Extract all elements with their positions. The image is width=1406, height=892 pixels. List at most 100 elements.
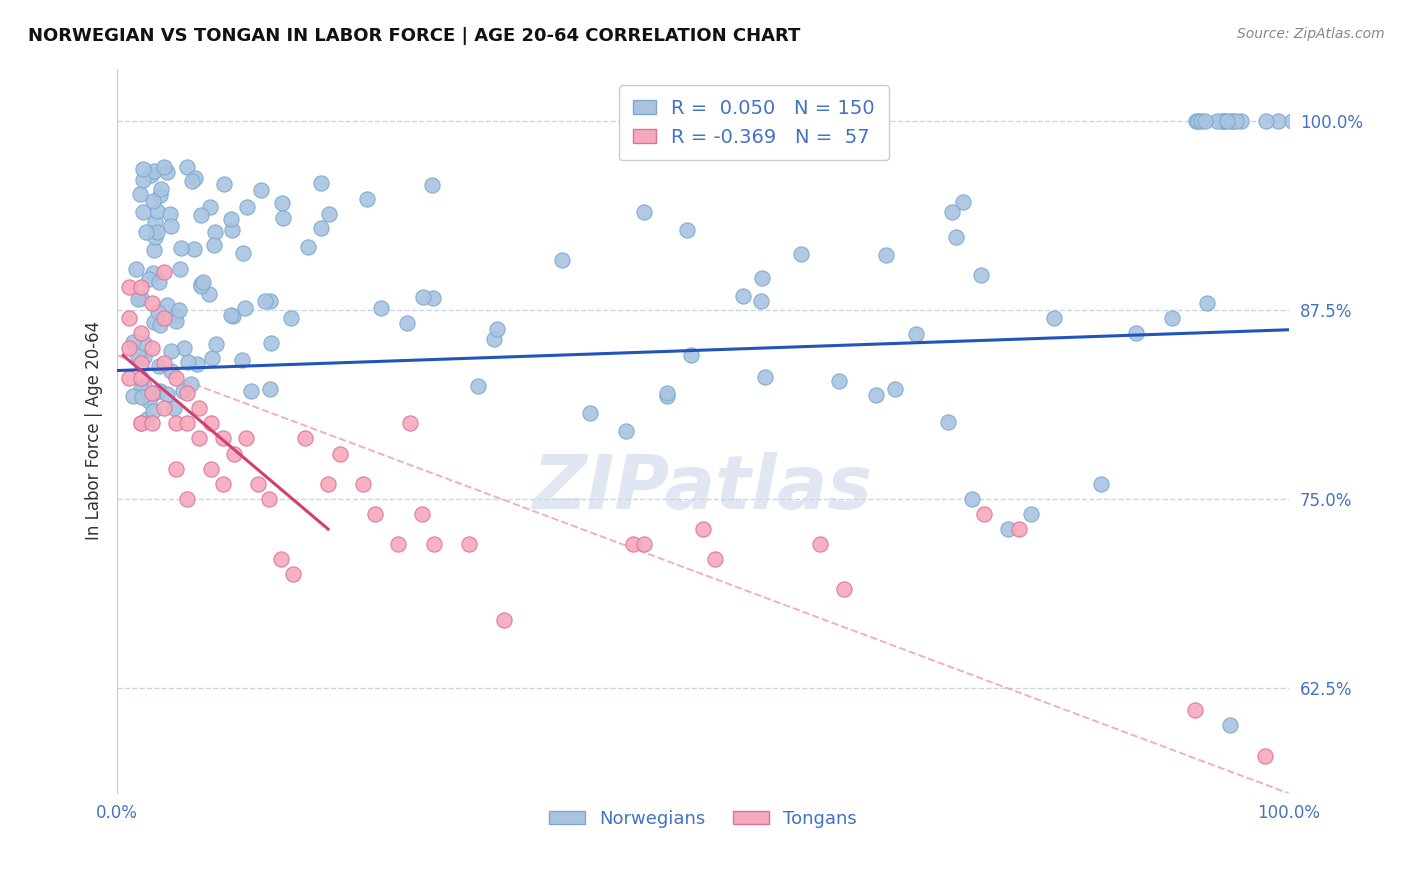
Point [246, 476, 269, 491]
Point [176, 417, 198, 431]
Point [1225, 114, 1247, 128]
Point [270, 196, 292, 211]
Point [148, 275, 170, 289]
Point [198, 200, 221, 214]
Point [1125, 326, 1147, 340]
Point [271, 211, 294, 226]
Point [222, 309, 245, 323]
Point [118, 341, 141, 355]
Point [692, 522, 714, 536]
Point [681, 347, 703, 361]
Point [143, 385, 166, 400]
Point [188, 432, 211, 446]
Point [395, 317, 418, 331]
Point [260, 336, 283, 351]
Point [129, 186, 152, 201]
Point [236, 200, 259, 214]
Point [936, 415, 959, 429]
Point [169, 262, 191, 277]
Point [1184, 114, 1206, 128]
Y-axis label: In Labor Force | Age 20-64: In Labor Force | Age 20-64 [86, 321, 103, 541]
Point [621, 537, 644, 551]
Point [149, 318, 172, 332]
Legend: Norwegians, Tongans: Norwegians, Tongans [541, 803, 865, 835]
Point [160, 343, 183, 358]
Point [200, 351, 222, 365]
Point [633, 537, 655, 551]
Point [131, 382, 153, 396]
Point [457, 537, 479, 551]
Point [1008, 522, 1031, 536]
Point [131, 162, 153, 177]
Point [751, 271, 773, 285]
Point [125, 261, 148, 276]
Point [1267, 114, 1289, 128]
Point [176, 386, 198, 401]
Point [733, 289, 755, 303]
Point [281, 567, 304, 582]
Point [190, 279, 212, 293]
Point [141, 168, 163, 182]
Point [170, 241, 193, 255]
Point [129, 417, 152, 431]
Point [422, 537, 444, 551]
Point [1229, 114, 1251, 128]
Point [176, 160, 198, 174]
Point [224, 447, 246, 461]
Point [411, 507, 433, 521]
Point [184, 171, 207, 186]
Point [142, 164, 165, 178]
Point [1281, 114, 1303, 128]
Point [280, 311, 302, 326]
Point [127, 292, 149, 306]
Point [211, 432, 233, 446]
Point [149, 384, 172, 399]
Point [751, 294, 773, 309]
Point [129, 371, 152, 385]
Point [233, 301, 256, 315]
Point [808, 537, 831, 551]
Point [232, 246, 254, 260]
Point [153, 161, 176, 175]
Point [422, 291, 444, 305]
Point [163, 401, 186, 416]
Point [492, 613, 515, 627]
Point [941, 204, 963, 219]
Point [156, 298, 179, 312]
Point [482, 332, 505, 346]
Point [165, 461, 187, 475]
Point [132, 173, 155, 187]
Point [1213, 114, 1236, 128]
Point [136, 412, 159, 426]
Point [129, 291, 152, 305]
Point [134, 336, 156, 351]
Point [356, 192, 378, 206]
Point [579, 406, 602, 420]
Point [387, 537, 409, 551]
Point [253, 293, 276, 308]
Point [200, 417, 222, 431]
Point [1205, 114, 1227, 128]
Point [141, 404, 163, 418]
Point [1254, 748, 1277, 763]
Point [219, 212, 242, 227]
Point [190, 277, 212, 291]
Point [997, 522, 1019, 536]
Point [131, 390, 153, 404]
Point [1043, 310, 1066, 325]
Point [165, 371, 187, 385]
Point [153, 265, 176, 279]
Point [420, 178, 443, 193]
Point [250, 183, 273, 197]
Point [219, 309, 242, 323]
Point [200, 461, 222, 475]
Point [231, 353, 253, 368]
Point [221, 223, 243, 237]
Point [370, 301, 392, 315]
Point [259, 293, 281, 308]
Point [141, 295, 163, 310]
Point [309, 176, 332, 190]
Point [138, 272, 160, 286]
Text: Source: ZipAtlas.com: Source: ZipAtlas.com [1237, 27, 1385, 41]
Point [485, 322, 508, 336]
